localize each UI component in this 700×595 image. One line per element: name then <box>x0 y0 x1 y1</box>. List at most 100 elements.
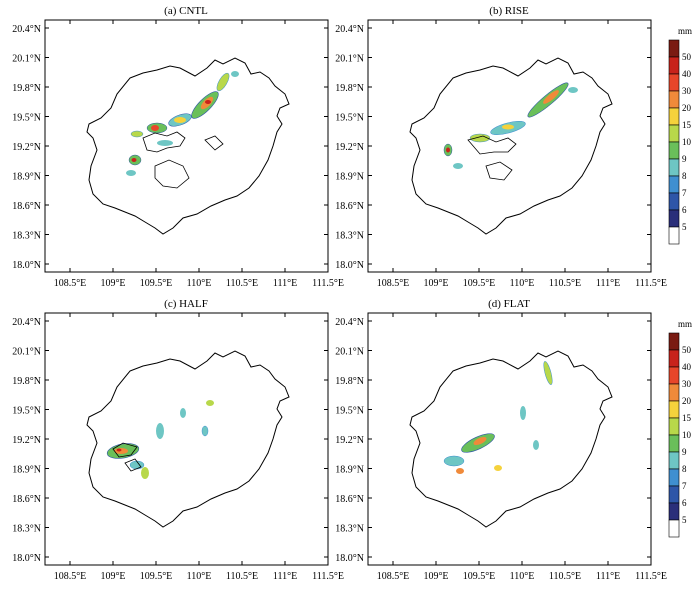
map-body-d <box>409 350 613 528</box>
map-body-b <box>409 57 613 235</box>
lon-axis-d: 108.5°E 109°E 109.5°E 110°E 110.5°E 111°E 111.… <box>377 313 667 582</box>
lon-tick-label: 110°E <box>510 278 535 289</box>
lat-tick-label: 18.0°N <box>335 553 364 564</box>
lat-tick-label: 18.9°N <box>335 465 364 476</box>
lat-tick-label: 18.9°N <box>335 172 364 183</box>
colorbar-swatch <box>668 332 680 351</box>
colorbar-swatch <box>668 468 680 487</box>
lat-tick-label: 18.3°N <box>335 524 364 535</box>
island-outline <box>86 57 290 235</box>
lat-tick-label: 19.2°N <box>335 435 364 446</box>
island-outline <box>86 350 290 528</box>
colorbar-label: 15 <box>682 413 692 423</box>
colorbar-swatch <box>668 56 680 75</box>
lon-tick-label: 109°E <box>100 278 125 289</box>
colorbar-swatch <box>668 226 680 245</box>
colorbar-bottom: mm 50 40 30 20 15 10 9 8 7 6 5 <box>668 319 692 538</box>
map-body-a <box>86 57 290 235</box>
lon-tick-label: 110.5°E <box>226 278 258 289</box>
colorbar-swatch <box>668 417 680 436</box>
lat-tick-label: 18.9°N <box>12 465 41 476</box>
lon-tick-label: 110°E <box>510 571 535 582</box>
island-outline <box>409 350 613 528</box>
lon-tick-label: 109.5°E <box>463 571 496 582</box>
lon-tick-label: 110°E <box>187 278 212 289</box>
colorbar-swatch <box>668 400 680 419</box>
lon-tick-label: 111°E <box>596 278 620 289</box>
colorbar-label: 50 <box>682 345 692 355</box>
colorbar-swatch <box>668 366 680 385</box>
lat-tick-label: 18.6°N <box>12 201 41 212</box>
map-body-c <box>86 350 290 528</box>
colorbar-label: 9 <box>682 447 687 457</box>
map-frame-d <box>367 312 652 566</box>
panel-c: (c) HALF 20.4°N20.1°N19.8°N19.5° <box>12 298 344 582</box>
lon-tick-label: 109.5°E <box>140 278 173 289</box>
colorbar-unit: mm <box>678 26 692 36</box>
rain-cluster-c <box>106 400 214 479</box>
lon-tick-label: 111.5°E <box>312 571 344 582</box>
island-outline <box>409 57 613 235</box>
lat-axis-a: 20.4°N 20.1°N 19.8°N 19.5°N 19.2°N 18.9°N 18.6… <box>12 24 328 271</box>
colorbar-swatch <box>668 39 680 58</box>
lat-tick-label: 19.8°N <box>335 83 364 94</box>
colorbar-swatch <box>668 383 680 402</box>
lon-tick-label: 109.5°E <box>140 571 173 582</box>
lat-tick-label: 18.6°N <box>335 494 364 505</box>
lon-axis-b: 108.5°E 109°E 109.5°E 110°E 110.5°E 111°E 111.… <box>377 20 667 289</box>
lat-tick-label: 18.6°N <box>12 494 41 505</box>
lat-tick-label: 18.3°N <box>335 231 364 242</box>
colorbar-swatch <box>668 158 680 177</box>
lat-tick-label: 18.0°N <box>335 260 364 271</box>
colorbar-label: 6 <box>682 498 687 508</box>
colorbar-label: 7 <box>682 188 687 198</box>
lon-tick-label: 111.5°E <box>635 278 667 289</box>
lon-tick-label: 110.5°E <box>549 571 581 582</box>
colorbar-swatch <box>668 519 680 538</box>
lon-axis-a: 108.5°E 109°E 109.5°E 110°E 110.5°E 111°E 111.… <box>54 20 344 289</box>
panel-title-d: (d) FLAT <box>488 298 530 310</box>
lat-tick-label: 19.8°N <box>12 376 41 387</box>
lat-tick-label: 18.9°N <box>12 172 41 183</box>
lon-tick-label: 109°E <box>423 571 448 582</box>
colorbar-swatch <box>668 349 680 368</box>
colorbar-swatch <box>668 90 680 109</box>
panel-a: (a) CNTL <box>12 5 344 289</box>
lat-tick-label: 19.5°N <box>12 113 41 124</box>
lat-axis-c: 20.4°N 20.1°N 19.8°N 19.5°N 19.2°N 18.9°N 18.6… <box>12 317 328 564</box>
lon-tick-label: 111.5°E <box>312 278 344 289</box>
colorbar-label: 50 <box>682 52 692 62</box>
colorbar-label: 7 <box>682 481 687 491</box>
lat-tick-label: 18.3°N <box>12 231 41 242</box>
colorbar-swatch <box>668 209 680 228</box>
lon-tick-label: 108.5°E <box>377 278 410 289</box>
colorbar-swatch <box>668 124 680 143</box>
panel-b: (b) RISE 20.4°N20.1°N19.8°N19.5° <box>335 5 667 289</box>
lon-tick-label: 111°E <box>273 571 297 582</box>
colorbar-swatch <box>668 175 680 194</box>
colorbar-label: 30 <box>682 379 692 389</box>
colorbar-label: 5 <box>682 222 687 232</box>
lat-axis-d: 20.4°N 20.1°N 19.8°N 19.5°N 19.2°N 18.9°N 18.6… <box>335 317 651 564</box>
lat-tick-label: 19.2°N <box>335 142 364 153</box>
panel-title-a: (a) CNTL <box>164 5 208 17</box>
colorbar-label: 8 <box>682 464 687 474</box>
lat-axis-b: 20.4°N 20.1°N 19.8°N 19.5°N 19.2°N 18.9°N 18.6… <box>335 24 651 271</box>
colorbar-label: 5 <box>682 515 687 525</box>
lon-tick-label: 109°E <box>423 278 448 289</box>
rain-cluster-d <box>443 361 553 474</box>
colorbar-swatch <box>668 485 680 504</box>
lat-tick-label: 19.8°N <box>12 83 41 94</box>
colorbar-label: 15 <box>682 120 692 130</box>
colorbar-label: 30 <box>682 86 692 96</box>
lat-tick-label: 18.3°N <box>12 524 41 535</box>
lon-axis-c: 108.5°E 109°E 109.5°E 110°E 110.5°E 111°E 111.… <box>54 313 344 582</box>
lon-tick-label: 110°E <box>187 571 212 582</box>
lat-tick-label: 20.1°N <box>335 54 364 65</box>
colorbar-label: 10 <box>682 137 692 147</box>
panel-d: (d) FLAT 20.4°N 20.1°N 19.8°N 19.5°N 19.2°N 1… <box>335 298 667 582</box>
lon-tick-label: 110.5°E <box>549 278 581 289</box>
lat-tick-label: 20.4°N <box>335 317 364 328</box>
lat-tick-label: 20.4°N <box>12 317 41 328</box>
